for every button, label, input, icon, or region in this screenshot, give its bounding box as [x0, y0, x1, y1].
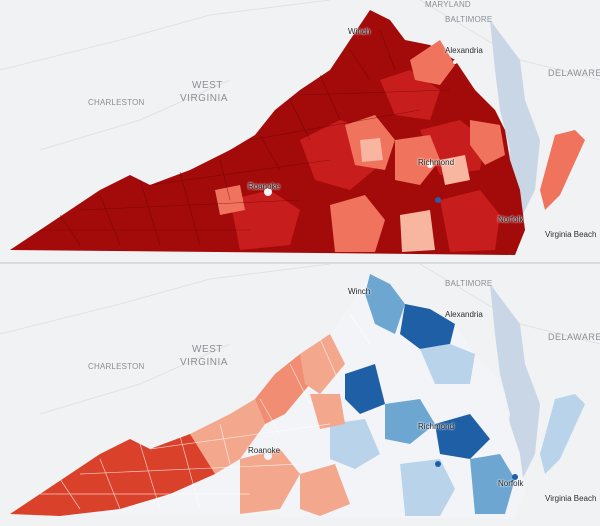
map-canvas-top [0, 0, 600, 255]
label-winchester: Winch [348, 27, 371, 36]
map-canvas-bottom [0, 264, 600, 519]
label-baltimore: BALTIMORE [445, 279, 493, 288]
label-norfolk: Norfolk [498, 479, 524, 488]
label-winchester: Winch [348, 287, 371, 296]
map-panel-top[interactable]: MARYLAND BALTIMORE Winch Alexandria DELA… [0, 0, 600, 262]
label-maryland: MARYLAND [425, 0, 471, 9]
label-alexandria: Alexandria [445, 46, 483, 55]
label-richmond: Richmond [418, 422, 455, 431]
label-charleston: CHARLESTON [88, 362, 145, 371]
map-panel-bottom[interactable]: BALTIMORE Winch Alexandria DELAWARE CHAR… [0, 264, 600, 526]
virginia-state-bottom [10, 274, 585, 519]
virginia-state-top [10, 10, 585, 255]
label-baltimore: BALTIMORE [445, 15, 493, 24]
label-virginia-beach: Virginia Beach [545, 494, 597, 503]
city-dot [435, 197, 441, 203]
label-richmond: Richmond [418, 158, 455, 167]
label-delaware: DELAWARE [548, 68, 600, 78]
label-alexandria: Alexandria [445, 310, 483, 319]
label-charleston: CHARLESTON [88, 98, 145, 107]
panel-divider [0, 262, 600, 264]
water-body [490, 284, 540, 494]
label-norfolk: Norfolk [498, 215, 524, 224]
label-roanoke: Roanoke [248, 182, 281, 191]
label-delaware: DELAWARE [548, 332, 600, 342]
label-virginia-beach: Virginia Beach [545, 230, 597, 239]
label-virginia: VIRGINIA [180, 93, 228, 104]
label-virginia: VIRGINIA [180, 357, 228, 368]
label-west: WEST [192, 344, 223, 355]
water-body [490, 20, 540, 230]
label-roanoke: Roanoke [248, 446, 281, 455]
label-west: WEST [192, 80, 223, 91]
